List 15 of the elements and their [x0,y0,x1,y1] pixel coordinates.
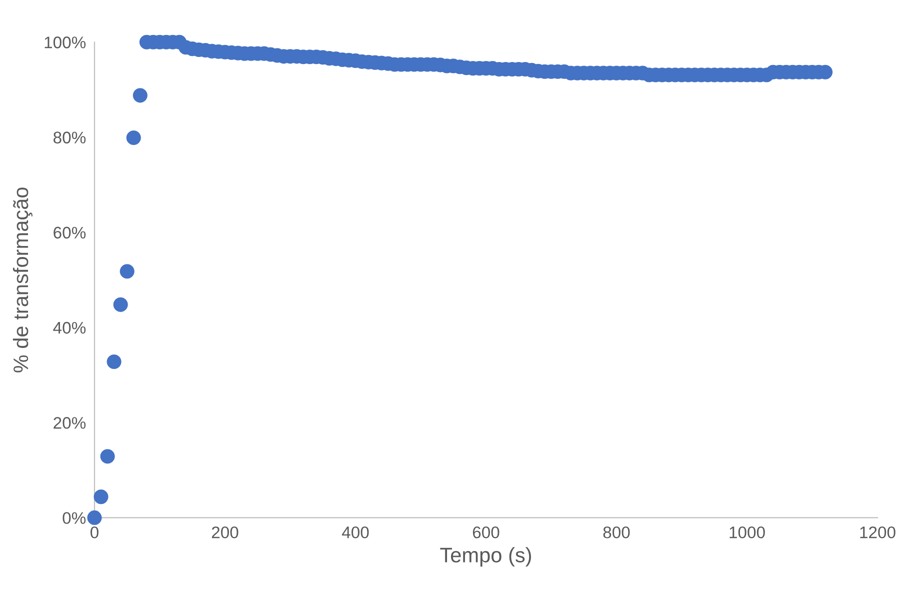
y-tick-label: 80% [54,132,86,144]
y-tick-label: 0% [62,512,86,524]
x-tick-label: 600 [472,526,500,538]
x-axis-title: Tempo (s) [440,547,532,567]
y-tick-label: 20% [54,417,86,429]
y-tick-label: 100% [44,36,86,48]
y-tick-label: 60% [54,226,86,239]
y-axis-title: % de transformação [12,188,32,372]
x-tick-label: 1000 [730,526,765,538]
y-tick-label: 40% [53,322,86,334]
x-tick-label: 0 [90,526,98,538]
x-tick-label: 400 [342,526,369,538]
x-tick-label: 800 [603,526,630,538]
x-tick-label: 1200 [860,526,896,538]
x-tick-label: 200 [212,526,238,538]
